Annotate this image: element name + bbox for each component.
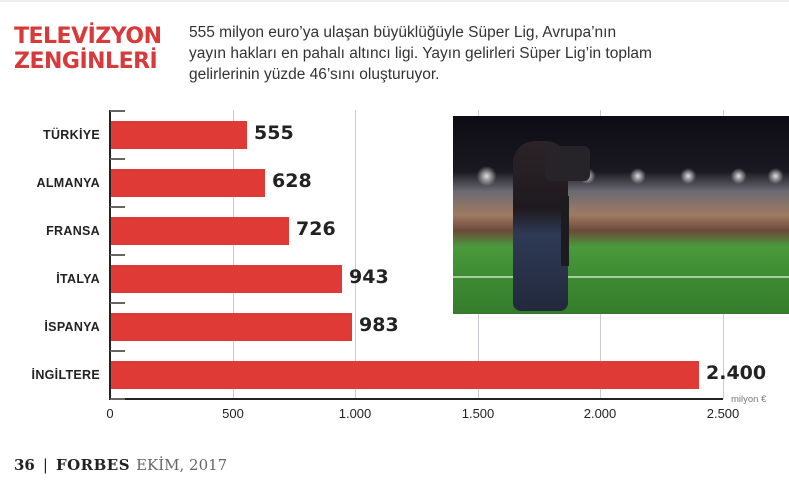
- value-label: 555: [254, 122, 294, 144]
- footer-separator: |: [42, 456, 48, 474]
- x-tick-label: 1.500: [461, 406, 495, 421]
- magazine-brand: FORBES: [55, 456, 131, 474]
- x-axis-unit-label: milyon €: [731, 394, 767, 405]
- category-label: TÜRKİYE: [43, 128, 100, 142]
- category-label: İTALYA: [56, 272, 100, 286]
- y-tick: [110, 350, 125, 352]
- value-label: 628: [272, 170, 312, 192]
- y-tick: [110, 110, 125, 112]
- y-tick: [110, 158, 125, 160]
- x-tick-label: 2.000: [583, 406, 617, 421]
- category-label: FRANSA: [46, 224, 100, 238]
- bar: [111, 169, 265, 197]
- title-line-2: ZENGİNLERİ: [14, 49, 158, 74]
- bar: [111, 361, 699, 389]
- chart-subtitle: 555 milyon euro’ya ulaşan büyüklüğüyle S…: [189, 22, 689, 85]
- page-footer: 36 | FORBES EKİM, 2017: [14, 456, 227, 474]
- value-label: 726: [296, 218, 336, 240]
- y-tick: [110, 254, 125, 256]
- issue-date: EKİM, 2017: [136, 456, 228, 474]
- bar: [111, 121, 247, 149]
- x-axis: [109, 398, 723, 400]
- subtitle-line-3: gelirlerinin yüzde 46’sını oluşturuyor.: [189, 66, 440, 83]
- bar: [111, 265, 342, 293]
- bar: [111, 217, 289, 245]
- category-label: ALMANYA: [36, 176, 100, 190]
- camera-icon: [545, 146, 590, 181]
- x-tick-label: 0: [106, 406, 114, 421]
- page-number: 36: [14, 456, 35, 474]
- bar: [111, 313, 352, 341]
- gridline: [355, 110, 356, 399]
- y-tick: [110, 302, 125, 304]
- value-label: 943: [349, 266, 389, 288]
- title-line-1: TELEVİZYON: [14, 24, 162, 49]
- value-label: 2.400: [706, 362, 767, 384]
- value-label: 983: [359, 314, 399, 336]
- y-tick: [110, 398, 125, 400]
- top-rule: [0, 0, 789, 2]
- y-tick: [110, 206, 125, 208]
- category-label: İSPANYA: [44, 320, 100, 334]
- camera-rig: [561, 196, 569, 266]
- x-tick-label: 2.500: [706, 406, 740, 421]
- pitch-line: [453, 276, 789, 278]
- subtitle-line-2: yayın hakları en pahalı altıncı ligi. Ya…: [189, 45, 652, 62]
- stadium-photo: [453, 116, 789, 314]
- chart-title: TELEVİZYON ZENGİNLERİ: [14, 24, 162, 74]
- x-tick-label: 500: [222, 406, 244, 421]
- bar-chart: milyon € 0 500 1.000 1.500 2.000 2.500 TÜRKİYE…: [31, 110, 789, 421]
- floodlights: [453, 161, 789, 191]
- x-tick-label: 1.000: [338, 406, 372, 421]
- category-label: İNGİLTERE: [31, 368, 100, 382]
- subtitle-line-1: 555 milyon euro’ya ulaşan büyüklüğüyle S…: [189, 24, 617, 41]
- gridline: [233, 110, 234, 399]
